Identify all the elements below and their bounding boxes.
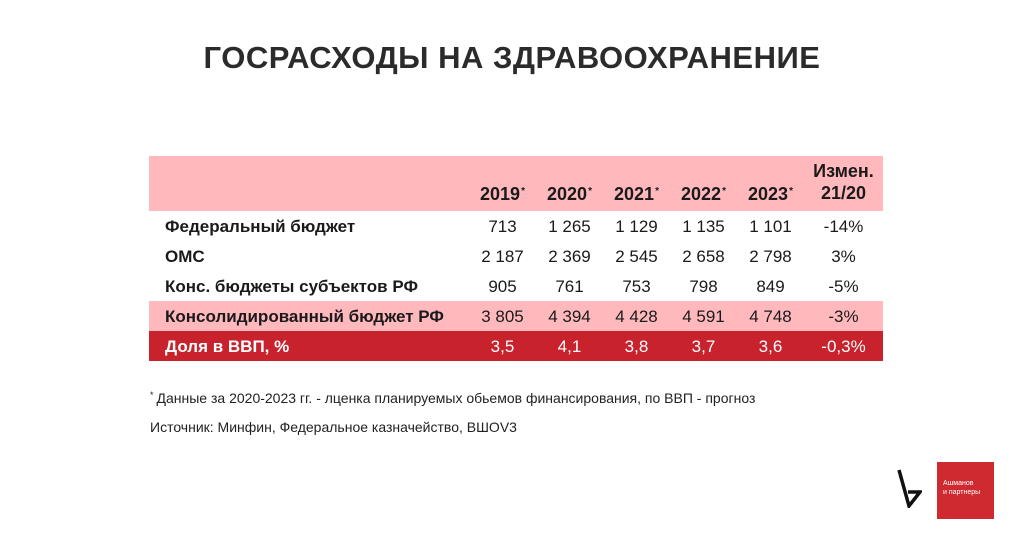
table-cell: 2 798 <box>749 246 792 266</box>
table-cell: 3 805 <box>481 306 524 326</box>
header-year: 2021* <box>614 184 659 204</box>
table-cell: 905 <box>488 276 517 296</box>
header-year: 2023* <box>748 184 793 204</box>
row-label: Консолидированный бюджет РФ <box>165 306 444 326</box>
footnote-text: Данные за 2020-2023 гг. - лценка планиру… <box>156 390 756 406</box>
header-label-cell <box>149 156 469 211</box>
brand-arrow-icon <box>897 469 922 508</box>
source-note: Источник: Минфин, Федеральное казначейст… <box>150 419 517 435</box>
table-cell: 713 <box>488 216 517 236</box>
change-cell: -5% <box>828 276 859 296</box>
table-cell: 753 <box>622 276 651 296</box>
footnote-mark: * <box>150 390 154 400</box>
header-year: 2019* <box>480 184 525 204</box>
row-label: ОМС <box>165 246 205 266</box>
row-label: Доля в ВВП, % <box>165 336 290 356</box>
table-cell: 2 369 <box>548 246 591 266</box>
change-cell: 3% <box>831 246 856 266</box>
table-row: Конс. бюджеты субъектов РФ 905 761 753 7… <box>149 271 883 301</box>
table-cell: 4 394 <box>548 306 591 326</box>
change-cell: -0,3% <box>821 336 866 356</box>
table-cell: 1 101 <box>749 216 792 236</box>
table-cell: 2 545 <box>615 246 658 266</box>
table-cell: 3,7 <box>691 336 716 356</box>
header-year: 2020* <box>547 184 592 204</box>
table-row-consolidated: Консолидированный бюджет РФ 3 805 4 394 … <box>149 301 883 331</box>
table-cell: 4 591 <box>682 306 725 326</box>
header-year: 2022* <box>681 184 726 204</box>
table-cell: 798 <box>689 276 718 296</box>
table-cell: 2 658 <box>682 246 725 266</box>
footnote: * Данные за 2020-2023 гг. - лценка планир… <box>150 390 755 406</box>
table-cell: 1 135 <box>682 216 725 236</box>
brand-logo: Ашманов и партнеры <box>937 462 994 519</box>
header-change: Измен. 21/20 <box>813 161 874 203</box>
table-cell: 849 <box>756 276 785 296</box>
table-cell: 3,6 <box>758 336 783 356</box>
table-cell: 3,8 <box>624 336 649 356</box>
health-spending-table: 2019* 2020* 2021* 2022* 2023* Измен. 21/2… <box>149 156 883 361</box>
brand-line-1: Ашманов <box>943 480 974 487</box>
row-label: Конс. бюджеты субъектов РФ <box>165 276 418 296</box>
change-cell: -14% <box>823 216 864 236</box>
table-cell: 1 265 <box>548 216 591 236</box>
table-cell: 3,5 <box>490 336 515 356</box>
change-cell: -3% <box>828 306 859 326</box>
table-cell: 4 428 <box>615 306 658 326</box>
table-header-row: 2019* 2020* 2021* 2022* 2023* Измен. 21/2… <box>149 156 883 211</box>
table-cell: 761 <box>555 276 584 296</box>
table-cell: 1 129 <box>615 216 658 236</box>
table-cell: 2 187 <box>481 246 524 266</box>
page-title: ГОСРАСХОДЫ НА ЗДРАВООХРАНЕНИЕ <box>203 40 821 75</box>
brand-line-2: и партнеры <box>943 489 981 496</box>
table-cell: 4,1 <box>557 336 582 356</box>
table-cell: 4 748 <box>749 306 792 326</box>
table-row: ОМС 2 187 2 369 2 545 2 658 2 798 3% <box>149 241 883 271</box>
table-row-gdp-share: Доля в ВВП, % 3,5 4,1 3,8 3,7 3,6 -0,3% <box>149 331 883 361</box>
table-row: Федеральный бюджет 713 1 265 1 129 1 135… <box>149 211 883 241</box>
row-label: Федеральный бюджет <box>165 216 356 236</box>
